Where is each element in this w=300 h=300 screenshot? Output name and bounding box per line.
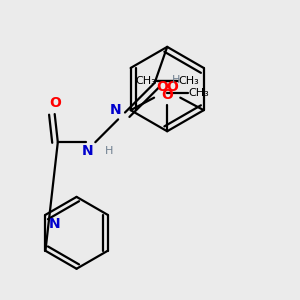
Text: N: N	[82, 144, 94, 158]
Text: O: O	[157, 80, 169, 94]
Text: H: H	[172, 75, 180, 85]
Text: CH₃: CH₃	[188, 88, 209, 98]
Text: O: O	[166, 80, 178, 94]
Text: N: N	[49, 217, 61, 231]
Text: H: H	[105, 146, 114, 156]
Text: N: N	[110, 103, 121, 117]
Text: CH₃: CH₃	[178, 76, 199, 86]
Text: O: O	[49, 96, 61, 110]
Text: O: O	[161, 88, 173, 102]
Text: CH₃: CH₃	[135, 76, 156, 86]
